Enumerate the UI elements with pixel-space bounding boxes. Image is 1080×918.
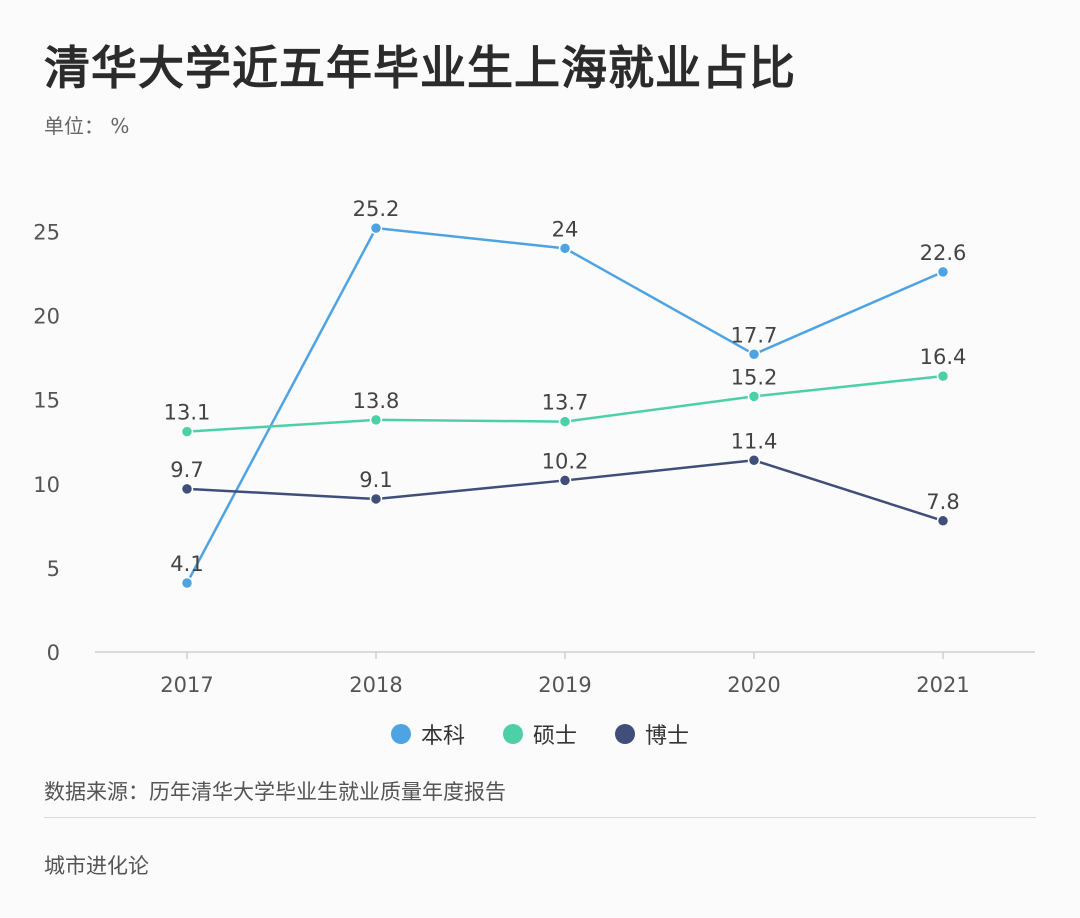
brand-label: 城市进化论	[44, 854, 149, 878]
line-chart: 0 5 10 15 20 25 2017 2018 2019 2020 2021 4.1 25.2 24 1…	[33, 197, 1035, 697]
data-label: 15.2	[731, 365, 778, 389]
data-label: 16.4	[920, 345, 967, 369]
divider	[44, 817, 1036, 818]
legend-item-doctor[interactable]: 博士	[615, 718, 689, 750]
data-label: 17.7	[731, 323, 778, 347]
data-point	[558, 474, 572, 487]
data-label: 13.8	[353, 389, 400, 413]
x-tick-label: 2017	[160, 673, 213, 697]
data-point	[180, 482, 194, 496]
data-point	[369, 221, 383, 235]
data-point	[747, 454, 761, 467]
data-point	[936, 369, 950, 383]
legend-dot-bachelor	[390, 724, 411, 744]
data-point	[369, 413, 383, 427]
y-tick-label: 15	[33, 389, 60, 413]
legend-dot-master	[502, 724, 523, 744]
legend-label-doctor: 博士	[645, 724, 690, 749]
y-tick-label: 25	[33, 221, 60, 245]
data-point	[936, 514, 950, 528]
data-point	[747, 390, 761, 403]
data-label: 13.7	[542, 391, 589, 415]
x-tick-label: 2020	[727, 673, 780, 697]
data-label: 24	[552, 217, 579, 241]
data-point	[369, 492, 383, 506]
x-tick-label: 2018	[349, 673, 402, 697]
data-label: 7.8	[926, 490, 959, 514]
data-label: 11.4	[731, 429, 778, 453]
y-tick-label: 20	[33, 305, 60, 329]
legend-item-bachelor[interactable]: 本科	[390, 718, 465, 750]
data-label: 9.7	[170, 458, 203, 482]
legend-dot-doctor	[615, 724, 635, 744]
x-tick-label: 2019	[538, 673, 591, 697]
data-point	[747, 348, 761, 361]
y-tick-label: 10	[33, 473, 60, 497]
data-point	[180, 576, 194, 590]
data-point	[936, 265, 950, 279]
legend-label-master: 硕士	[532, 724, 577, 749]
legend: 本科 硕士 博士	[0, 718, 1080, 750]
y-tick-label: 5	[47, 557, 60, 581]
data-label: 4.1	[170, 552, 203, 576]
legend-item-master[interactable]: 硕士	[502, 718, 577, 750]
y-tick-label: 0	[47, 641, 60, 665]
legend-label-bachelor: 本科	[420, 724, 465, 749]
data-label: 10.2	[542, 449, 589, 473]
data-point	[558, 242, 572, 255]
data-label: 9.1	[359, 468, 392, 492]
data-point	[558, 415, 572, 428]
data-label: 25.2	[353, 197, 400, 221]
data-label: 13.1	[164, 401, 211, 425]
chart-title: 清华大学近五年毕业生上海就业占比	[44, 41, 796, 95]
data-point	[180, 425, 194, 438]
x-tick-label: 2021	[916, 673, 969, 697]
data-label: 22.6	[920, 241, 967, 265]
data-source: 数据来源：历年清华大学毕业生就业质量年度报告	[44, 780, 506, 804]
unit-label: 单位： %	[44, 114, 130, 138]
